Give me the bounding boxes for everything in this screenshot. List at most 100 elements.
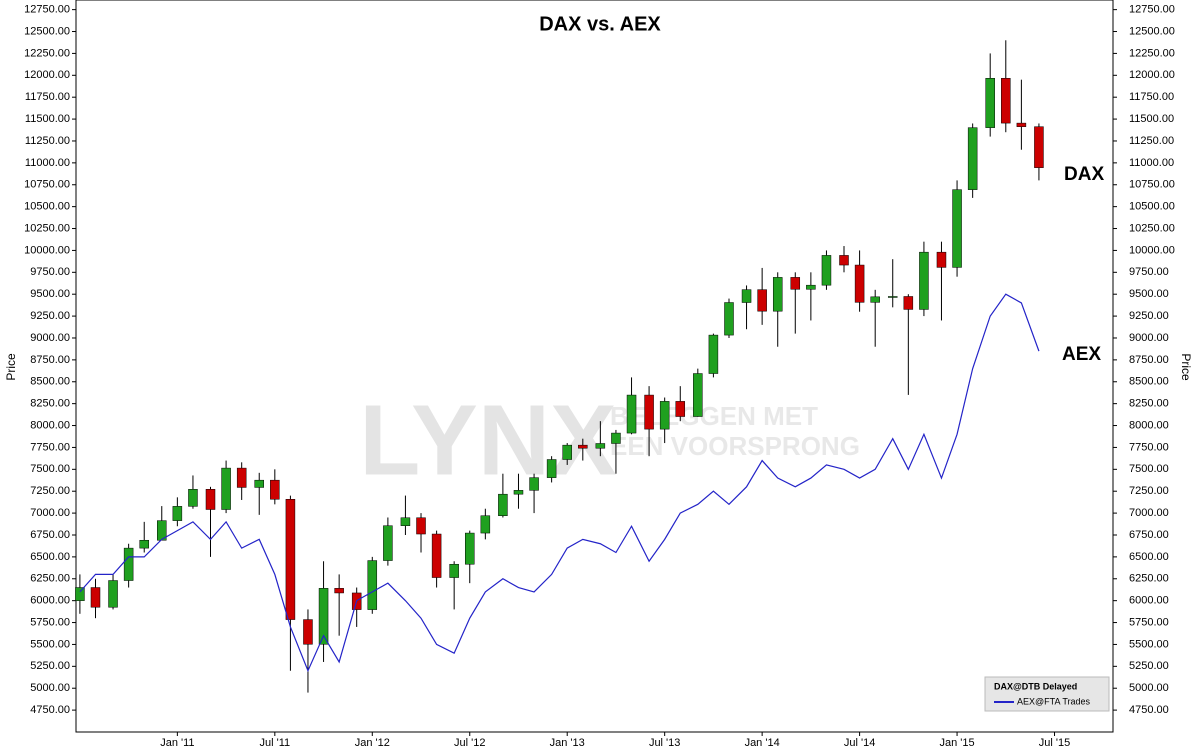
candle-body xyxy=(270,479,280,500)
candle-body xyxy=(675,401,686,417)
y-tick-label: 6500.00 xyxy=(30,551,70,563)
y-tick-label: 6250.00 xyxy=(30,573,70,585)
candle-body xyxy=(644,394,654,430)
candle-body xyxy=(887,296,898,298)
candle-body xyxy=(985,78,995,128)
candle-body xyxy=(367,560,378,610)
y-tick-label: 9000.00 xyxy=(30,332,70,344)
candle-body xyxy=(157,520,167,541)
y2-tick-label: 8250.00 xyxy=(1129,398,1169,410)
watermark: LYNX BELEGGEN MET EEN VOORSPRONG xyxy=(359,384,860,496)
y-tick-label: 7250.00 xyxy=(30,485,70,497)
y2-tick-label: 9250.00 xyxy=(1129,310,1169,322)
x-tick-label: Jul '15 xyxy=(1039,737,1070,749)
candle-body xyxy=(870,296,880,303)
y2-tick-label: 8500.00 xyxy=(1129,376,1169,388)
y2-tick-label: 5000.00 xyxy=(1129,682,1169,694)
y-tick-label: 8250.00 xyxy=(30,398,70,410)
y-tick-label: 7000.00 xyxy=(30,507,70,519)
y-tick-label: 9250.00 xyxy=(30,310,70,322)
candle-body xyxy=(952,189,962,268)
candle-body xyxy=(757,289,767,312)
candle-body xyxy=(285,499,296,620)
y2-tick-label: 11000.00 xyxy=(1129,157,1174,169)
y-tick-label: 11750.00 xyxy=(25,91,70,103)
y2-tick-label: 6250.00 xyxy=(1129,573,1169,585)
candle-body xyxy=(693,373,703,417)
chart-title: DAX vs. AEX xyxy=(539,13,661,35)
line-series xyxy=(79,293,1040,673)
y2-tick-label: 12500.00 xyxy=(1129,25,1175,37)
candle-body xyxy=(449,563,459,578)
x-tick-label: Jan '12 xyxy=(355,737,390,749)
candle-body xyxy=(741,289,752,303)
y-tick-label: 7750.00 xyxy=(30,441,70,453)
candle-body xyxy=(431,533,442,578)
y2-tick-label: 9000.00 xyxy=(1129,332,1169,344)
y2-tick-label: 7750.00 xyxy=(1129,441,1169,453)
y-tick-label: 12000.00 xyxy=(24,69,70,81)
candle-body xyxy=(708,334,719,374)
y-tick-label: 12250.00 xyxy=(24,47,70,59)
watermark-line: BELEGGEN MET xyxy=(610,401,818,431)
y-tick-label: 12750.00 xyxy=(24,4,70,16)
plot-frame xyxy=(75,0,1114,733)
candle-body xyxy=(513,490,524,495)
y-tick-label: 11000.00 xyxy=(25,157,70,169)
y-tick-label: 5000.00 xyxy=(30,682,70,694)
annotation: DAX xyxy=(1064,164,1104,185)
y-tick-label: 10250.00 xyxy=(24,222,70,234)
y-tick-label: 8000.00 xyxy=(30,419,70,431)
candle-body xyxy=(546,459,557,478)
y-tick-label: 5250.00 xyxy=(30,660,70,672)
candle-body xyxy=(724,302,734,336)
y-tick-label: 6750.00 xyxy=(30,529,70,541)
y-tick-label: 8750.00 xyxy=(30,354,70,366)
candle-body xyxy=(967,127,978,190)
x-tick-label: Jan '13 xyxy=(550,737,585,749)
x-tick-label: Jan '11 xyxy=(160,737,194,749)
candle-body xyxy=(400,517,411,526)
y2-tick-label: 6000.00 xyxy=(1129,595,1169,607)
y2-tick-label: 11500.00 xyxy=(1129,113,1174,125)
watermark-line: EEN VOORSPRONG xyxy=(610,431,860,461)
candle-body xyxy=(821,255,832,286)
y2-tick-label: 7500.00 xyxy=(1129,463,1169,475)
y2-tick-label: 5500.00 xyxy=(1129,638,1169,650)
candle-body xyxy=(90,587,101,608)
y-tick-label: 8500.00 xyxy=(30,376,70,388)
legend-label: AEX@FTA Trades xyxy=(1017,696,1090,706)
y2-tick-label: 5750.00 xyxy=(1129,616,1169,628)
y2-tick-label: 12750.00 xyxy=(1129,4,1175,16)
x-tick-label: Jan '15 xyxy=(939,737,974,749)
y2-tick-label: 10000.00 xyxy=(1129,244,1175,256)
x-tick-label: Jul '12 xyxy=(454,737,485,749)
y2-tick-label: 9500.00 xyxy=(1129,288,1169,300)
candle-body xyxy=(139,539,149,549)
candle-body xyxy=(529,477,539,491)
y2-tick-label: 10750.00 xyxy=(1129,179,1175,191)
candle-body xyxy=(188,489,198,507)
y-tick-label: 10750.00 xyxy=(24,179,70,191)
candle-body xyxy=(108,580,118,608)
y2-tick-label: 11750.00 xyxy=(1129,91,1174,103)
candle-body xyxy=(123,547,134,581)
y2-tick-label: 10500.00 xyxy=(1129,201,1175,213)
y2-tick-label: 7250.00 xyxy=(1129,485,1169,497)
y-tick-label: 9750.00 xyxy=(30,266,70,278)
candle-body xyxy=(903,296,914,310)
y2-tick-label: 7000.00 xyxy=(1129,507,1169,519)
candle-body xyxy=(254,479,264,488)
x-tick-label: Jul '11 xyxy=(260,737,291,749)
x-tick-label: Jul '14 xyxy=(844,737,875,749)
y2-axis-title: Price xyxy=(1179,353,1193,381)
y-tick-label: 10500.00 xyxy=(24,201,70,213)
candle-body xyxy=(1016,122,1027,127)
candle-body xyxy=(383,525,393,561)
candle-body xyxy=(221,467,231,510)
y2-tick-label: 11250.00 xyxy=(1129,135,1174,147)
annotation: AEX xyxy=(1062,344,1101,365)
candle-body xyxy=(1001,78,1011,124)
candle-body xyxy=(578,444,588,449)
